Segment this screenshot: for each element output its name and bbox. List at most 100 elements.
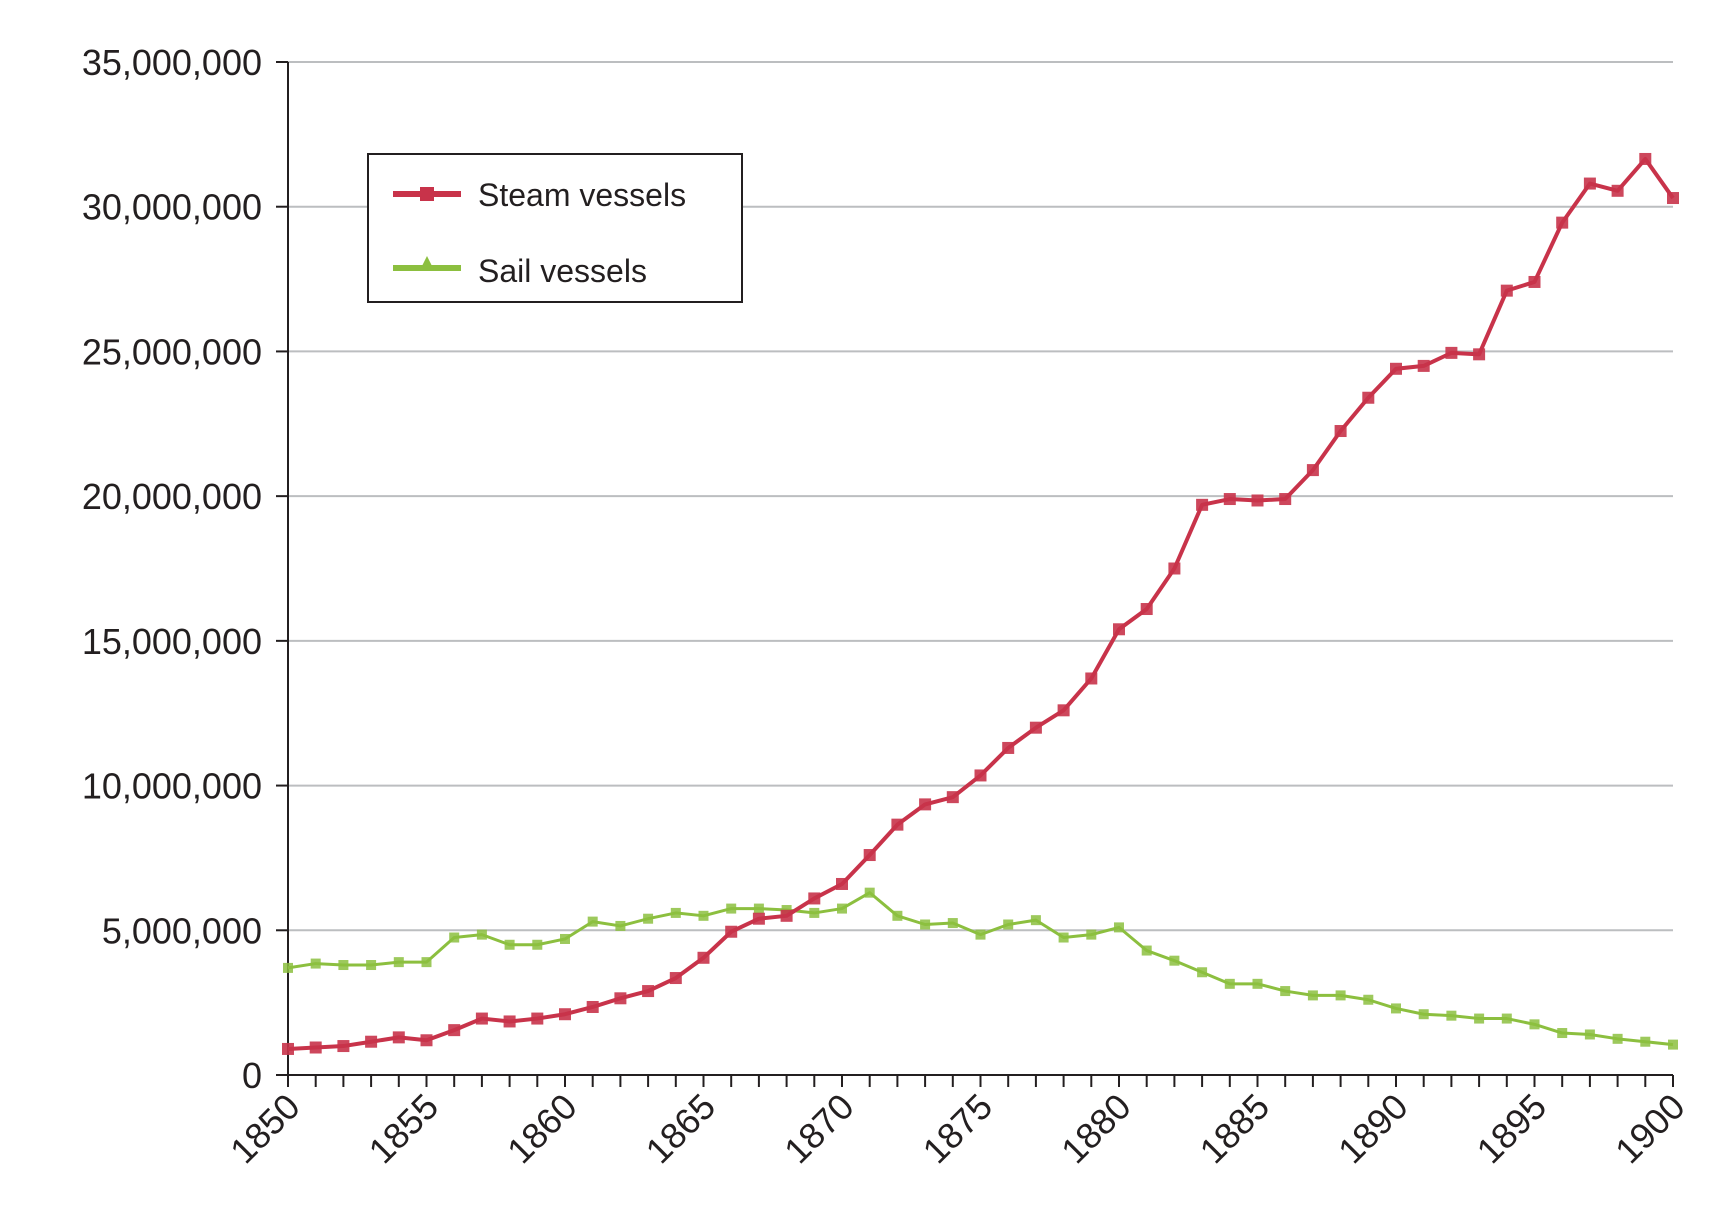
steam-vessels-point	[1251, 494, 1264, 507]
sail-vessels-point	[504, 939, 515, 950]
sail-vessels-point	[560, 933, 570, 944]
legend-sail-label: Sail vessels	[478, 253, 647, 289]
sail-vessels-point	[615, 920, 626, 931]
sail-vessels-point	[476, 929, 487, 940]
steam-vessels-point	[1002, 741, 1015, 754]
steam-vessels-point	[1611, 184, 1624, 197]
steam-vessels-point	[946, 791, 959, 804]
sail-vessels-point	[975, 929, 986, 940]
y-tick-label: 15,000,000	[82, 621, 262, 662]
sail-vessels-point	[1529, 1019, 1540, 1030]
y-tick-label: 5,000,000	[102, 910, 262, 951]
y-tick-label: 0	[242, 1055, 262, 1096]
steam-vessels-point	[1168, 562, 1181, 575]
steam-vessels-point	[392, 1031, 405, 1044]
sail-vessels-point	[809, 907, 820, 918]
steam-vessels-point	[1667, 192, 1679, 205]
steam-vessels-point	[559, 1008, 571, 1021]
sail-vessels-point	[1474, 1013, 1485, 1024]
sail-vessels-point	[1169, 955, 1180, 966]
y-tick-label: 10,000,000	[82, 766, 262, 807]
steam-vessels-point	[1583, 177, 1596, 190]
steam-vessels-point	[1417, 359, 1430, 372]
steam-vessels-point	[1057, 704, 1070, 717]
steam-vessels-point	[974, 769, 987, 782]
steam-vessels-point	[503, 1015, 516, 1028]
sail-vessels-point	[670, 907, 681, 918]
sail-vessels-point	[1141, 945, 1152, 956]
sail-vessels-point	[1224, 978, 1235, 989]
steam-vessels-point	[780, 909, 793, 922]
steam-vessels-point	[669, 972, 682, 985]
sail-vessels-point	[1418, 1009, 1429, 1020]
x-tick-label: 1880	[1053, 1086, 1139, 1172]
sail-vessels-point	[1557, 1028, 1568, 1039]
sail-vessels-point	[393, 957, 404, 968]
sail-vessels-point	[366, 960, 377, 971]
x-tick-label: 1875	[915, 1086, 1001, 1172]
steam-vessels-point	[531, 1012, 544, 1025]
sail-vessels-point	[1335, 990, 1346, 1001]
legend-steam-marker	[420, 187, 434, 201]
sail-vessels-point	[892, 910, 903, 921]
steam-vessels-point	[1473, 348, 1486, 361]
x-tick-label: 1895	[1469, 1086, 1555, 1172]
steam-vessels-point	[752, 912, 765, 925]
sail-vessels-point	[283, 962, 293, 973]
legend-sail-marker	[420, 256, 434, 270]
steam-vessels-point	[1500, 284, 1513, 297]
sail-vessels-point	[1058, 932, 1069, 943]
sail-vessels-point	[837, 903, 847, 914]
steam-vessels-point	[420, 1034, 433, 1047]
steam-vessels-point	[863, 849, 876, 862]
steam-vessels-point	[1196, 498, 1209, 511]
series	[282, 152, 1679, 1055]
sail-vessels-point	[1391, 1003, 1401, 1014]
steam-vessels-point	[725, 925, 738, 938]
sail-vessels-point	[1640, 1036, 1651, 1047]
sail-vessels-point	[1280, 986, 1291, 997]
sail-vessels-point	[1612, 1033, 1623, 1044]
sail-vessels-point	[1114, 922, 1124, 933]
y-tick-label: 25,000,000	[82, 331, 262, 372]
x-tick-label: 1860	[499, 1086, 585, 1172]
steam-vessels-point	[1279, 493, 1292, 506]
x-tick-label: 1865	[638, 1086, 724, 1172]
legend-steam-label: Steam vessels	[478, 177, 686, 213]
steam-vessels-point	[1362, 391, 1375, 404]
steam-vessels-point	[475, 1012, 488, 1025]
steam-vessels-point	[614, 992, 627, 1005]
sail-vessels-point	[1197, 967, 1208, 978]
steam-vessels-point	[448, 1024, 461, 1037]
sail-vessels-point	[1003, 919, 1014, 930]
sail-vessels-point	[587, 916, 598, 927]
steam-vessels-point	[1223, 493, 1236, 506]
sail-vessels-point	[1668, 1039, 1678, 1050]
sail-vessels-point	[1086, 929, 1097, 940]
x-tick-label: 1850	[222, 1086, 308, 1172]
steam-vessels-point	[1306, 464, 1319, 477]
sail-vessels-point	[449, 932, 460, 943]
steam-vessels-point	[1140, 603, 1153, 616]
steam-vessels-point	[919, 798, 932, 811]
steam-vessels-point	[1528, 275, 1541, 288]
sail-vessels-point	[920, 919, 931, 930]
steam-vessels-point	[337, 1040, 350, 1053]
steam-vessels-point	[1639, 152, 1652, 165]
sail-vessels-point	[726, 903, 737, 914]
y-tick-label: 35,000,000	[82, 42, 262, 83]
steam-vessels-point	[309, 1041, 322, 1054]
sail-vessels-point	[338, 960, 349, 971]
x-tick-label: 1900	[1607, 1086, 1693, 1172]
steam-vessels-point	[1390, 362, 1402, 375]
steam-vessels-point	[1085, 672, 1098, 685]
steam-vessels-point	[642, 985, 655, 998]
x-tick-label: 1885	[1192, 1086, 1278, 1172]
steam-vessels-point	[891, 818, 904, 831]
y-tick-label: 20,000,000	[82, 476, 262, 517]
steam-vessels-point	[282, 1042, 294, 1055]
x-tick-label: 1855	[361, 1086, 447, 1172]
sail-vessels-point	[532, 939, 543, 950]
